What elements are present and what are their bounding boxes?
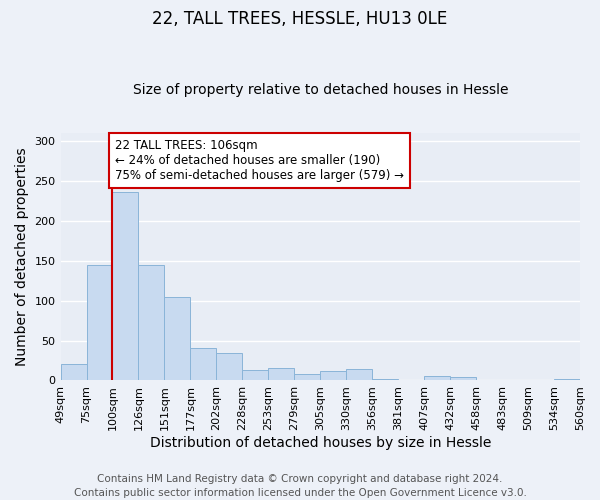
Text: 22 TALL TREES: 106sqm
← 24% of detached houses are smaller (190)
75% of semi-det: 22 TALL TREES: 106sqm ← 24% of detached … [115, 140, 404, 182]
Bar [242, 370, 268, 380]
Bar [450, 378, 476, 380]
Bar [372, 379, 398, 380]
Text: Contains HM Land Registry data © Crown copyright and database right 2024.
Contai: Contains HM Land Registry data © Crown c… [74, 474, 526, 498]
X-axis label: Distribution of detached houses by size in Hessle: Distribution of detached houses by size … [149, 436, 491, 450]
Bar [424, 376, 450, 380]
Y-axis label: Number of detached properties: Number of detached properties [15, 148, 29, 366]
Bar [139, 266, 164, 380]
Bar [217, 354, 242, 380]
Bar [320, 371, 346, 380]
Bar [294, 374, 320, 380]
Bar [268, 368, 294, 380]
Bar [346, 370, 372, 380]
Bar [86, 266, 112, 380]
Bar [61, 364, 86, 380]
Bar [190, 348, 217, 380]
Bar [112, 192, 139, 380]
Bar [164, 296, 190, 380]
Bar [554, 379, 580, 380]
Text: 22, TALL TREES, HESSLE, HU13 0LE: 22, TALL TREES, HESSLE, HU13 0LE [152, 10, 448, 28]
Title: Size of property relative to detached houses in Hessle: Size of property relative to detached ho… [133, 83, 508, 97]
